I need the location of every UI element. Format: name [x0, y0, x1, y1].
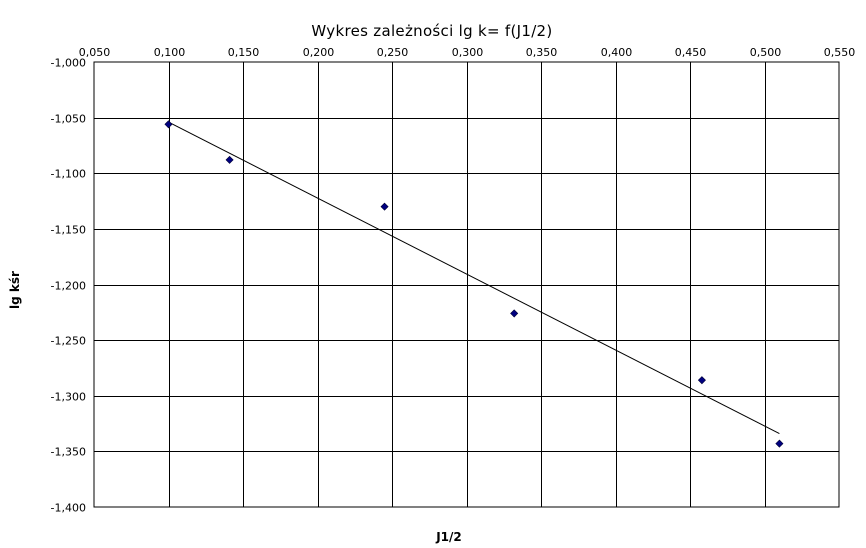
y-tick-label: -1,300	[51, 391, 86, 404]
y-tick-label: -1,000	[51, 57, 86, 70]
data-point	[225, 155, 234, 164]
x-tick-label: 0,150	[228, 46, 260, 59]
x-axis-label: J1/2	[435, 530, 462, 544]
data-point	[697, 376, 706, 385]
x-tick-label: 0,350	[526, 46, 558, 59]
x-tick-label: 0,050	[79, 46, 111, 59]
x-tick-label: 0,300	[452, 46, 484, 59]
x-tick-label: 0,450	[675, 46, 707, 59]
y-tick-label: -1,050	[51, 113, 86, 126]
x-tick-label: 0,200	[303, 46, 335, 59]
data-point	[380, 202, 389, 211]
x-tick-label: 0,500	[750, 46, 782, 59]
x-axis-ticks: 0,050 0,100 0,150 0,200 0,250 0,300 0,350 0,400…	[79, 46, 856, 59]
data-point	[164, 120, 173, 129]
y-tick-label: -1,350	[51, 446, 86, 459]
y-tick-label: -1,400	[51, 502, 86, 515]
x-tick-label: 0,550	[824, 46, 856, 59]
x-tick-label: 0,400	[601, 46, 633, 59]
y-axis-ticks: -1,000 -1,050 -1,100 -1,150 -1,200 -1,250 -1,3…	[51, 57, 86, 515]
x-tick-label: 0,250	[377, 46, 409, 59]
data-point	[510, 309, 519, 318]
grid-lines	[94, 62, 839, 507]
data-points	[164, 120, 784, 448]
plot-area	[93, 61, 840, 508]
chart-title: Wykres zależności lg k= f(J1/2)	[311, 22, 552, 40]
y-tick-label: -1,200	[51, 280, 86, 293]
trend-line	[168, 121, 780, 435]
x-tick-label: 0,100	[154, 46, 186, 59]
y-tick-label: -1,150	[51, 224, 86, 237]
data-point	[775, 439, 784, 448]
y-tick-label: -1,250	[51, 335, 86, 348]
y-tick-label: -1,100	[51, 168, 86, 181]
y-axis-label: lg kśr	[8, 271, 22, 309]
